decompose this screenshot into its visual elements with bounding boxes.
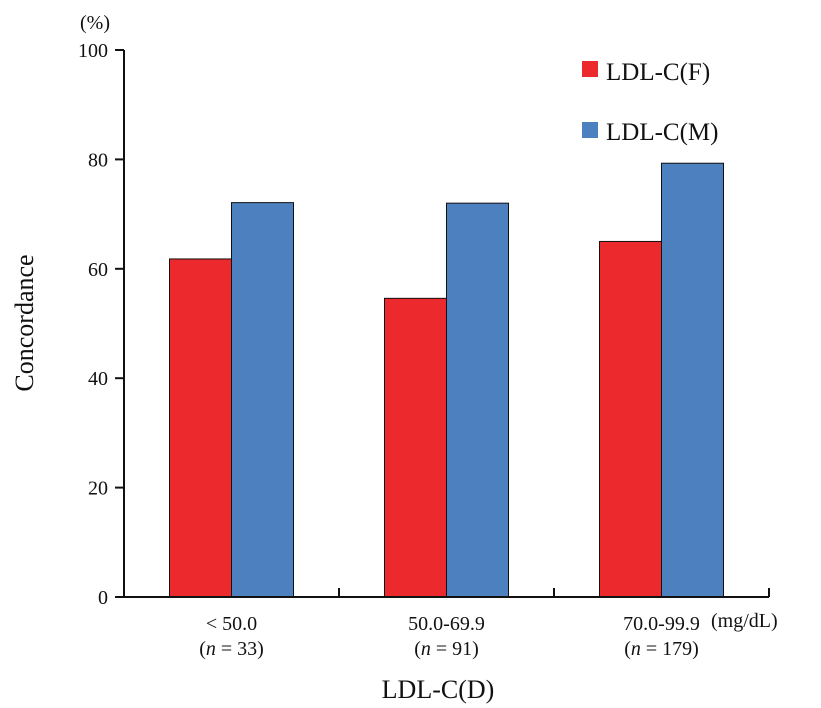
y-ticks-group: 0 20 40 60 80 100 xyxy=(78,40,124,609)
legend-swatch-m xyxy=(582,122,598,138)
bar-f-2 xyxy=(599,240,662,598)
y-tick-label: 80 xyxy=(88,149,108,171)
bars-group xyxy=(169,162,724,598)
legend: LDL-C(F) LDL-C(M) xyxy=(582,59,718,146)
bar-f-0 xyxy=(169,258,232,598)
legend-swatch-f xyxy=(582,61,598,77)
category-count-label: (n = 33) xyxy=(199,638,264,660)
y-unit-label: (%) xyxy=(80,12,110,34)
bar-m-1 xyxy=(446,202,509,598)
category-label: < 50.0 xyxy=(206,613,257,635)
y-tick-label: 60 xyxy=(88,259,108,281)
category-count-label: (n = 91) xyxy=(414,638,479,660)
legend-label-f: LDL-C(F) xyxy=(606,59,710,86)
y-tick-label: 0 xyxy=(98,587,108,609)
category-labels-group: < 50.0 (n = 33) 50.0-69.9 (n = 91) 70.0-99.9… xyxy=(199,613,700,660)
x-axis-title: LDL-C(D) xyxy=(382,675,495,704)
x-ticks-group xyxy=(338,588,770,597)
y-tick-label: 20 xyxy=(88,478,108,500)
y-tick-label: 40 xyxy=(88,368,108,390)
x-unit-label: (mg/dL) xyxy=(711,610,778,632)
category-count-label: (n = 179) xyxy=(624,638,699,660)
y-axis-title: Concordance xyxy=(10,254,39,391)
category-label: 50.0-69.9 xyxy=(408,613,485,635)
bar-m-2 xyxy=(661,162,724,598)
bar-f-1 xyxy=(384,297,447,598)
legend-label-m: LDL-C(M) xyxy=(606,119,718,146)
category-label: 70.0-99.9 xyxy=(623,613,700,635)
bar-m-0 xyxy=(231,202,294,598)
y-tick-label: 100 xyxy=(78,40,108,62)
